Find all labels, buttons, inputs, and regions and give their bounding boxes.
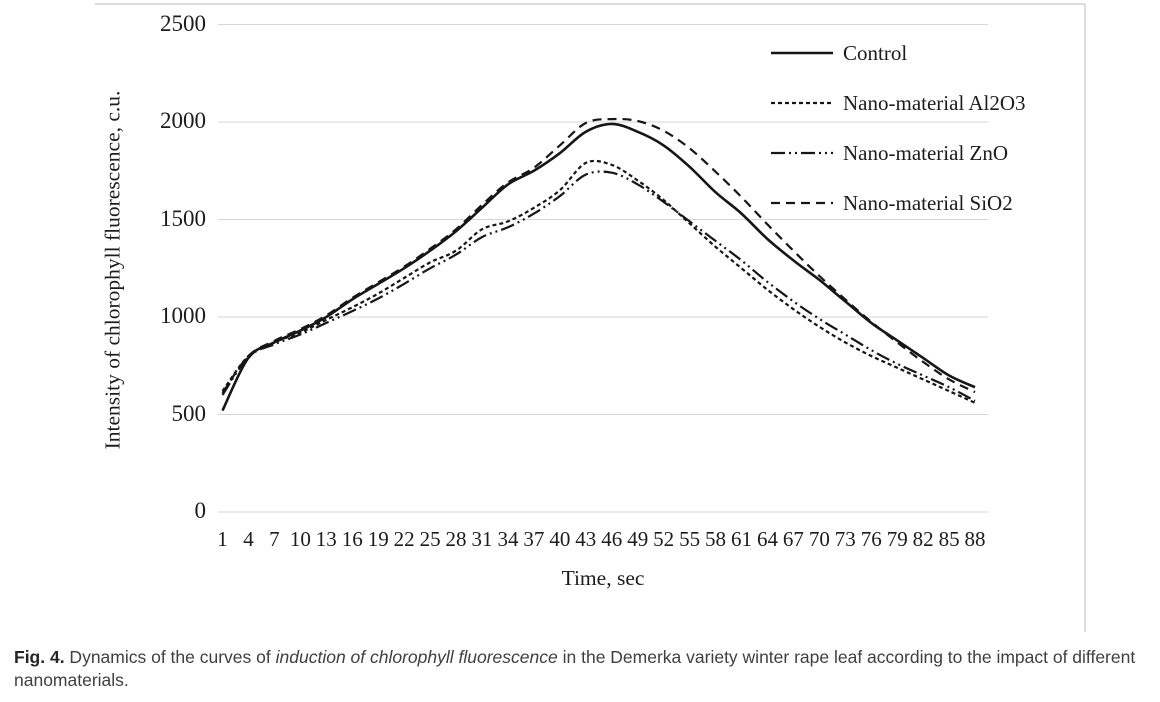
caption-text-before: Dynamics of the curves of [64,647,276,667]
x-tick-label: 64 [756,527,778,551]
x-tick-label: 70 [808,527,830,551]
x-tick-label: 16 [341,527,363,551]
legend-line-sample [771,201,833,205]
x-tick-label: 1 [217,527,228,551]
figure-label: Fig. 4. [14,647,65,667]
x-tick-label: 88 [964,527,986,551]
x-tick-label: 22 [393,527,415,551]
x-tick-label: 76 [860,527,882,551]
chart-figure: Intensity of chlorophyll fluorescence, c… [95,3,1086,632]
x-tick-label: 61 [731,527,752,551]
x-tick-label: 55 [679,527,701,551]
legend-line-sample [771,51,833,55]
x-tick-label: 37 [523,527,545,551]
y-tick-label: 1000 [160,303,206,328]
x-tick-label: 19 [367,527,389,551]
y-axis-title: Intensity of chlorophyll fluorescence, c… [100,90,125,450]
legend-line-sample [771,151,833,155]
series-line-nano-material-al2o3 [221,159,976,404]
x-tick-label: 85 [938,527,960,551]
x-tick-label: 13 [315,527,337,551]
x-tick-label: 31 [471,527,493,551]
legend-label: Nano-material ZnO [843,140,1009,165]
x-tick-label: 25 [419,527,441,551]
x-tick-label: 79 [886,527,908,551]
y-tick-label: 2500 [160,10,206,36]
legend-item-control: Control [770,39,907,67]
figure-caption: Fig. 4. Dynamics of the curves of induct… [14,646,1150,692]
y-tick-label: 0 [194,498,207,523]
x-tick-label: 43 [575,527,597,551]
legend-item-nano-material-zno: Nano-material ZnO [770,139,1008,167]
caption-text-after: in the Demerka variety winter rape leaf … [14,647,1136,690]
x-tick-label: 58 [705,527,727,551]
legend-item-nano-material-sio2: Nano-material SiO2 [770,189,1013,217]
y-tick-label: 2000 [160,108,206,133]
legend-label: Nano-material Al2O3 [843,90,1026,115]
x-tick-label: 28 [445,527,467,551]
legend-item-nano-material-al2o3: Nano-material Al2O3 [770,89,1026,117]
legend-label: Control [843,40,908,65]
caption-text-italic: induction of chlorophyll fluorescence [275,647,558,667]
chart-canvas [95,3,1086,632]
x-tick-label: 49 [627,527,649,551]
y-tick-label: 1500 [160,205,206,231]
x-tick-label: 40 [549,527,571,551]
x-axis-title: Time, sec [561,566,645,590]
x-tick-label: 7 [269,527,280,551]
x-tick-label: 10 [289,527,311,551]
x-tick-label: 52 [653,527,675,551]
x-tick-label: 82 [912,527,934,551]
series-line-control [221,122,976,412]
legend-line-sample [771,101,833,105]
series-line-nano-material-zno [221,170,976,402]
x-tick-label: 4 [243,527,254,551]
legend-label: Nano-material SiO2 [843,190,1013,215]
x-tick-label: 73 [834,527,856,551]
x-tick-label: 46 [601,527,623,551]
series-line-nano-material-sio2 [221,117,976,394]
x-tick-label: 67 [782,527,804,551]
y-tick-label: 500 [171,400,207,426]
x-tick-label: 34 [497,527,519,551]
